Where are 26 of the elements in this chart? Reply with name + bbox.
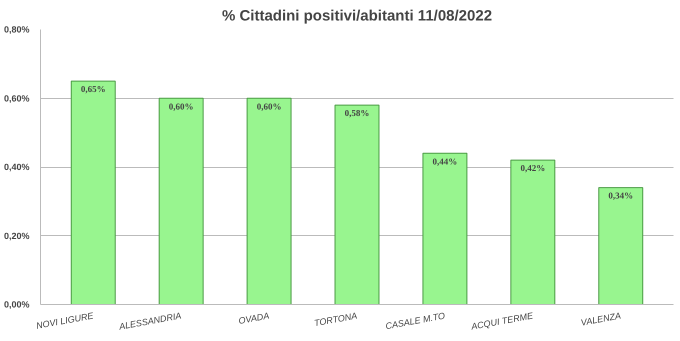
x-tick-label: ACQUI TERME xyxy=(469,310,535,332)
data-label: 0,34% xyxy=(608,190,634,201)
y-tick-label: 0,40% xyxy=(4,162,30,172)
bar xyxy=(334,104,380,304)
bar xyxy=(598,187,644,304)
bar xyxy=(70,80,116,304)
x-tick-label: NOVI LIGURE xyxy=(35,310,96,331)
bar xyxy=(246,98,292,304)
chart-title: % Cittadini positivi/abitanti 11/08/2022 xyxy=(222,8,492,24)
x-tick-label: TORTONA xyxy=(313,310,358,328)
x-tick-label: CASALE M.TO xyxy=(384,310,446,332)
x-tick-label: OVADA xyxy=(238,310,270,326)
data-label: 0,42% xyxy=(520,163,546,174)
y-tick-label: 0,80% xyxy=(4,24,30,34)
x-tick-label: VALENZA xyxy=(580,310,622,328)
y-tick-label: 0,60% xyxy=(4,93,30,104)
y-tick-label: 0,20% xyxy=(4,230,30,241)
data-label: 0,65% xyxy=(80,84,106,94)
data-label: 0,60% xyxy=(168,101,194,112)
y-tick-label: 0,00% xyxy=(4,300,30,310)
data-label: 0,60% xyxy=(256,101,282,112)
data-label: 0,58% xyxy=(344,108,370,118)
bar xyxy=(510,160,556,304)
data-label: 0,44% xyxy=(432,156,458,166)
bar xyxy=(422,152,468,304)
bar xyxy=(158,98,204,304)
